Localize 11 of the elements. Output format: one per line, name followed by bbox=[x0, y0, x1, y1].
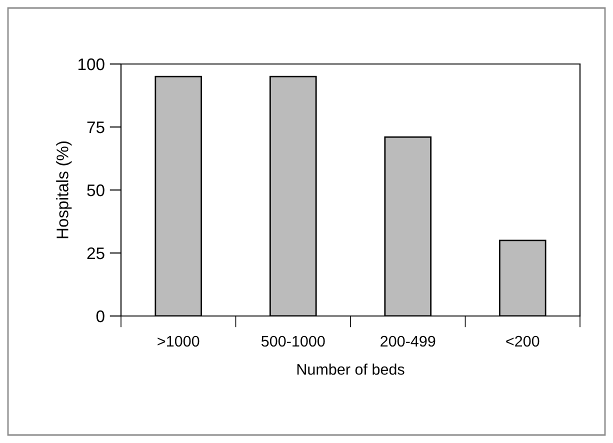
y-tick-label: 75 bbox=[87, 122, 104, 134]
x-tick-label: <200 bbox=[506, 336, 540, 347]
y-tick-label: 50 bbox=[87, 184, 104, 196]
y-axis-title: Hospitals (%) bbox=[56, 141, 72, 238]
x-tick-label: >1000 bbox=[158, 336, 200, 347]
x-tick-label: 200-499 bbox=[380, 336, 436, 347]
x-axis-title: Number of beds bbox=[297, 364, 404, 375]
y-tick-label: 25 bbox=[87, 247, 104, 260]
x-tick-label: 500-1000 bbox=[261, 336, 325, 347]
y-tick-label: 0 bbox=[96, 310, 104, 322]
y-tick-label: 100 bbox=[78, 58, 104, 70]
